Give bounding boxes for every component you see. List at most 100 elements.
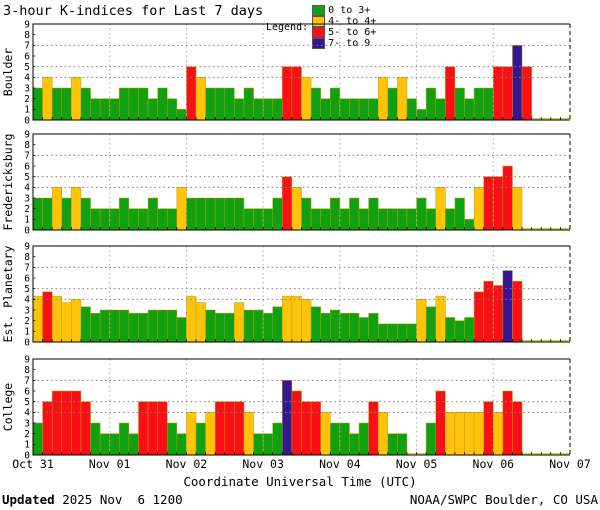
k-index-bar bbox=[272, 422, 283, 456]
k-index-bar bbox=[253, 98, 264, 121]
updated-value: 2025 Nov 6 1200 bbox=[54, 492, 183, 507]
y-tick-label: 3 bbox=[24, 305, 30, 316]
k-index-bar bbox=[71, 390, 82, 456]
k-index-bar bbox=[435, 390, 446, 456]
k-index-bar bbox=[243, 87, 254, 121]
k-index-chart: 0123456789Boulder0123456789Fredericksbur… bbox=[1, 19, 591, 471]
k-index-bar bbox=[109, 208, 120, 231]
y-tick-label: 4 bbox=[24, 183, 30, 194]
k-index-bar bbox=[282, 176, 293, 231]
k-index-bar bbox=[262, 208, 273, 231]
k-index-bar bbox=[147, 401, 158, 456]
k-index-bar bbox=[243, 208, 254, 231]
k-index-bar bbox=[502, 270, 513, 343]
k-index-bar bbox=[61, 87, 72, 121]
legend-item-label: 0 to 3+ bbox=[328, 5, 371, 16]
x-date-label: Oct 31 bbox=[12, 457, 54, 471]
y-tick-label: 0 bbox=[24, 450, 30, 461]
k-index-bar bbox=[358, 422, 369, 456]
y-tick-label: 7 bbox=[24, 41, 30, 52]
legend-item: 0 to 3+ bbox=[312, 5, 376, 16]
k-index-bar bbox=[502, 165, 513, 231]
k-index-bar bbox=[157, 87, 168, 121]
k-index-bar bbox=[119, 197, 130, 231]
k-index-bar bbox=[80, 306, 91, 343]
legend-item-label: 4- to 4+ bbox=[328, 16, 377, 27]
k-index-bar bbox=[138, 401, 149, 456]
k-index-bar bbox=[339, 208, 350, 231]
k-index-bar bbox=[71, 77, 82, 121]
k-index-bar bbox=[349, 312, 360, 343]
k-index-bar bbox=[330, 87, 341, 121]
k-index-bar bbox=[349, 98, 360, 121]
k-index-bar bbox=[310, 87, 321, 121]
k-index-bar bbox=[99, 433, 110, 456]
k-index-bar bbox=[80, 197, 91, 231]
k-index-bar bbox=[368, 401, 379, 456]
k-index-bar bbox=[301, 77, 312, 121]
legend-swatch-icon bbox=[312, 16, 326, 27]
x-date-label: Nov 06 bbox=[473, 457, 515, 471]
k-index-bar bbox=[147, 98, 158, 121]
k-index-bar bbox=[224, 401, 235, 456]
k-index-bar bbox=[138, 312, 149, 343]
k-index-bar bbox=[186, 295, 197, 343]
legend-swatch-icon bbox=[312, 5, 326, 16]
y-tick-label: 5 bbox=[24, 284, 30, 295]
k-index-bar bbox=[128, 433, 139, 456]
k-index-bar bbox=[51, 390, 63, 456]
k-index-bar bbox=[214, 312, 226, 343]
k-index-bar bbox=[483, 401, 494, 456]
k-index-bar bbox=[253, 433, 264, 456]
k-index-bar bbox=[406, 323, 417, 343]
k-index-bar bbox=[493, 66, 504, 121]
legend-item: 7- to 9 bbox=[312, 38, 376, 49]
k-index-bar bbox=[330, 422, 341, 456]
panel-border bbox=[32, 358, 570, 456]
y-tick-label: 4 bbox=[24, 295, 30, 306]
k-index-bar bbox=[464, 317, 475, 343]
k-index-bar bbox=[282, 66, 293, 121]
page-title: 3-hour K-indices for Last 7 days bbox=[3, 3, 264, 19]
y-tick-label: 6 bbox=[24, 273, 30, 284]
k-index-bar bbox=[330, 197, 341, 231]
k-index-bar bbox=[473, 412, 484, 456]
k-index-bar bbox=[272, 98, 283, 121]
legend-item: 4- to 4+ bbox=[312, 16, 376, 27]
k-index-bar bbox=[128, 87, 139, 121]
k-index-bar bbox=[320, 312, 331, 343]
k-index-bar bbox=[253, 309, 264, 343]
legend-item-label: 5- to 6+ bbox=[328, 27, 377, 38]
k-index-bar bbox=[262, 312, 273, 343]
k-index-bar bbox=[282, 380, 293, 456]
k-index-bar bbox=[224, 197, 235, 231]
legend-item: 5- to 6+ bbox=[312, 27, 376, 38]
k-index-bar bbox=[445, 66, 456, 121]
k-index-bar bbox=[51, 87, 63, 121]
k-index-bar bbox=[90, 208, 101, 231]
k-index-bar bbox=[176, 433, 187, 456]
k-index-bar bbox=[339, 98, 350, 121]
credit-text: NOAA/SWPC Boulder, CO USA bbox=[409, 492, 598, 507]
k-index-bar bbox=[377, 412, 389, 456]
k-index-bar bbox=[80, 87, 91, 121]
k-index-bar bbox=[90, 98, 101, 121]
y-tick-label: 5 bbox=[24, 172, 30, 183]
k-index-bar bbox=[51, 187, 63, 231]
k-index-bar bbox=[99, 208, 110, 231]
k-index-bar bbox=[502, 390, 513, 456]
k-index-bar bbox=[387, 323, 398, 343]
k-index-bar bbox=[138, 87, 149, 121]
k-index-bar bbox=[493, 412, 504, 456]
k-index-bar bbox=[195, 422, 206, 456]
legend: Legend: 0 to 3+ 4- to 4+ 5- to 6+ 7- to 9 bbox=[266, 5, 379, 49]
panel-border bbox=[32, 133, 570, 231]
k-index-bar bbox=[214, 401, 226, 456]
k-index-bar bbox=[377, 323, 389, 343]
k-index-bar bbox=[358, 208, 369, 231]
k-index-bar bbox=[42, 77, 53, 121]
k-index-bar bbox=[262, 98, 273, 121]
y-tick-label: 3 bbox=[24, 83, 30, 94]
y-tick-label: 9 bbox=[24, 19, 30, 30]
